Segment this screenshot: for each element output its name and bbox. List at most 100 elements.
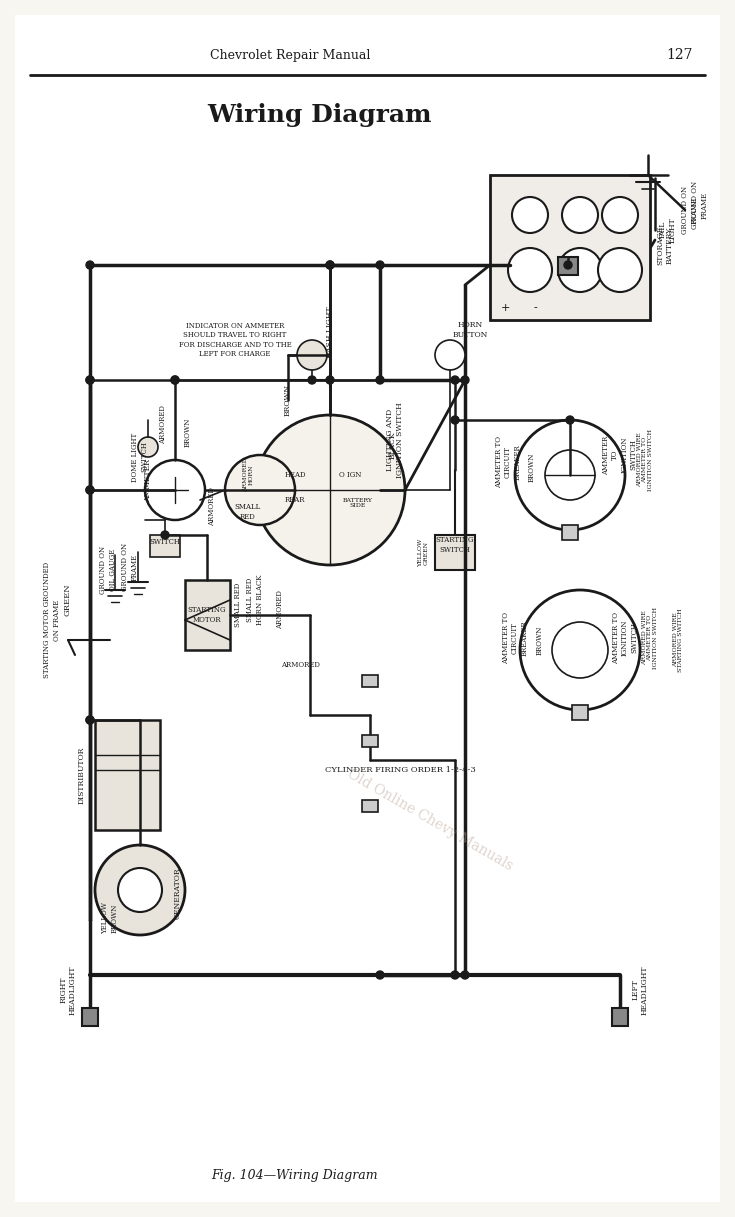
Text: +: + (501, 303, 509, 313)
Text: YELLOW
GREEN: YELLOW GREEN (417, 539, 429, 567)
Bar (362, 735, 378, 747)
Text: GROUND ON
OIL GAUGE: GROUND ON OIL GAUGE (99, 546, 117, 594)
Circle shape (461, 971, 469, 978)
Text: Wiring Diagram: Wiring Diagram (208, 103, 432, 127)
Text: CYLINDER FIRING ORDER 1-2-4-3: CYLINDER FIRING ORDER 1-2-4-3 (325, 765, 476, 774)
Circle shape (598, 248, 642, 292)
Text: SMALL
RED: SMALL RED (235, 504, 261, 521)
Text: DISTRIBUTOR: DISTRIBUTOR (78, 746, 86, 803)
Bar (612, 1008, 628, 1026)
Text: GROUND ON
FRAME: GROUND ON FRAME (692, 181, 709, 229)
Text: BROWN: BROWN (284, 383, 292, 416)
Circle shape (326, 260, 334, 269)
Text: ARMORED WIRE
STARTING SWITCH: ARMORED WIRE STARTING SWITCH (673, 608, 684, 672)
Text: GREEN: GREEN (64, 584, 72, 616)
Text: SWITCH: SWITCH (149, 538, 180, 546)
Bar (185, 581, 230, 650)
Circle shape (86, 716, 94, 724)
Text: AMMETER TO
IGNITION
SWITCH: AMMETER TO IGNITION SWITCH (612, 612, 638, 664)
Circle shape (566, 416, 574, 424)
Circle shape (145, 460, 205, 520)
Circle shape (564, 260, 572, 269)
Text: SMALL RED
HORN BLACK: SMALL RED HORN BLACK (246, 574, 264, 626)
Text: GROUND ON
FRAME: GROUND ON FRAME (121, 543, 139, 591)
Circle shape (171, 376, 179, 385)
Text: BROWN: BROWN (536, 626, 544, 655)
Circle shape (435, 340, 465, 370)
Circle shape (161, 531, 169, 539)
Circle shape (326, 376, 334, 385)
Text: AMMETER TO
CIRCUIT
BREAKER: AMMETER TO CIRCUIT BREAKER (495, 436, 521, 488)
Text: INDICATOR ON AMMETER
SHOULD TRAVEL TO RIGHT
FOR DISCHARGE AND TO THE
LEFT FOR CH: INDICATOR ON AMMETER SHOULD TRAVEL TO RI… (179, 323, 291, 358)
Circle shape (86, 716, 94, 724)
Circle shape (86, 486, 94, 494)
Text: Old Online Chevy Manuals: Old Online Chevy Manuals (345, 767, 515, 873)
Bar (150, 535, 180, 557)
Text: LIGHTING AND
IGNITION SWITCH: LIGHTING AND IGNITION SWITCH (387, 402, 404, 478)
Bar (435, 535, 475, 570)
Circle shape (326, 260, 334, 269)
Text: BROWN: BROWN (184, 417, 192, 447)
Circle shape (512, 197, 548, 232)
Circle shape (86, 486, 94, 494)
Circle shape (118, 868, 162, 912)
Bar (362, 675, 378, 688)
Text: O IGN: O IGN (339, 471, 361, 479)
Circle shape (558, 248, 602, 292)
Circle shape (451, 971, 459, 978)
Circle shape (552, 622, 608, 678)
Text: HEAD: HEAD (284, 471, 306, 479)
Circle shape (308, 376, 316, 385)
Bar (362, 800, 378, 812)
Circle shape (545, 450, 595, 500)
Text: BROWN: BROWN (528, 453, 536, 482)
Text: ARMORED: ARMORED (276, 590, 284, 629)
Text: ARMORED: ARMORED (208, 488, 216, 527)
Bar (82, 1008, 98, 1026)
Text: AMMETER: AMMETER (144, 460, 152, 503)
Text: ARMORED
HORN: ARMORED HORN (243, 458, 254, 493)
Text: Chevrolet Repair Manual: Chevrolet Repair Manual (209, 49, 370, 62)
Text: BATTERY
SIDE: BATTERY SIDE (343, 498, 373, 509)
Circle shape (562, 197, 598, 232)
Text: ARMORED: ARMORED (159, 405, 167, 444)
Circle shape (515, 420, 625, 529)
Circle shape (461, 376, 469, 385)
Circle shape (171, 376, 179, 385)
Text: BLACK: BLACK (389, 431, 397, 459)
Text: 127: 127 (667, 47, 693, 62)
Text: STARTING
MOTOR: STARTING MOTOR (187, 606, 226, 623)
Text: ARMORED WIRE
AMMETER TO
IGNITION SWITCH: ARMORED WIRE AMMETER TO IGNITION SWITCH (642, 607, 659, 669)
Text: AMMETER TO
CIRCUIT
BREAKER: AMMETER TO CIRCUIT BREAKER (502, 612, 528, 664)
Circle shape (255, 415, 405, 565)
Circle shape (138, 437, 158, 458)
Text: GENERATOR: GENERATOR (174, 868, 182, 919)
Circle shape (520, 590, 640, 710)
Text: Fig. 104—Wiring Diagram: Fig. 104—Wiring Diagram (212, 1168, 379, 1182)
Text: RIGHT
HEADLIGHT: RIGHT HEADLIGHT (60, 965, 76, 1015)
Text: STARTING
SWITCH: STARTING SWITCH (436, 537, 474, 554)
Text: REAR: REAR (284, 497, 305, 504)
Text: GROUND ON
FRAME: GROUND ON FRAME (681, 186, 698, 234)
Bar (562, 525, 578, 540)
Circle shape (451, 416, 459, 424)
Text: ARMORED WIRE
AMMETER TO
IGNITION SWITCH: ARMORED WIRE AMMETER TO IGNITION SWITCH (637, 430, 653, 490)
Text: TAIL
LIGHT: TAIL LIGHT (659, 217, 677, 243)
Bar (565, 248, 585, 270)
Bar (558, 257, 578, 275)
Circle shape (86, 376, 94, 385)
Text: DOME LIGHT
SWITCH: DOME LIGHT SWITCH (132, 432, 148, 482)
Circle shape (86, 376, 94, 385)
Text: -: - (533, 303, 537, 313)
Text: STORAGE
BATTERY: STORAGE BATTERY (656, 225, 673, 264)
Text: STARTING MOTOR GROUNDED
ON FRAME: STARTING MOTOR GROUNDED ON FRAME (43, 562, 60, 678)
Circle shape (297, 340, 327, 370)
Text: AMMETER
TO
IGNITION
SWITCH: AMMETER TO IGNITION SWITCH (602, 436, 638, 475)
Circle shape (225, 455, 295, 525)
Circle shape (95, 845, 185, 935)
Text: SMALL RED: SMALL RED (234, 583, 242, 627)
Bar (490, 175, 650, 320)
Circle shape (376, 971, 384, 978)
Text: DASH LIGHT: DASH LIGHT (326, 307, 334, 358)
Text: HORN
BUTTON: HORN BUTTON (452, 321, 488, 338)
